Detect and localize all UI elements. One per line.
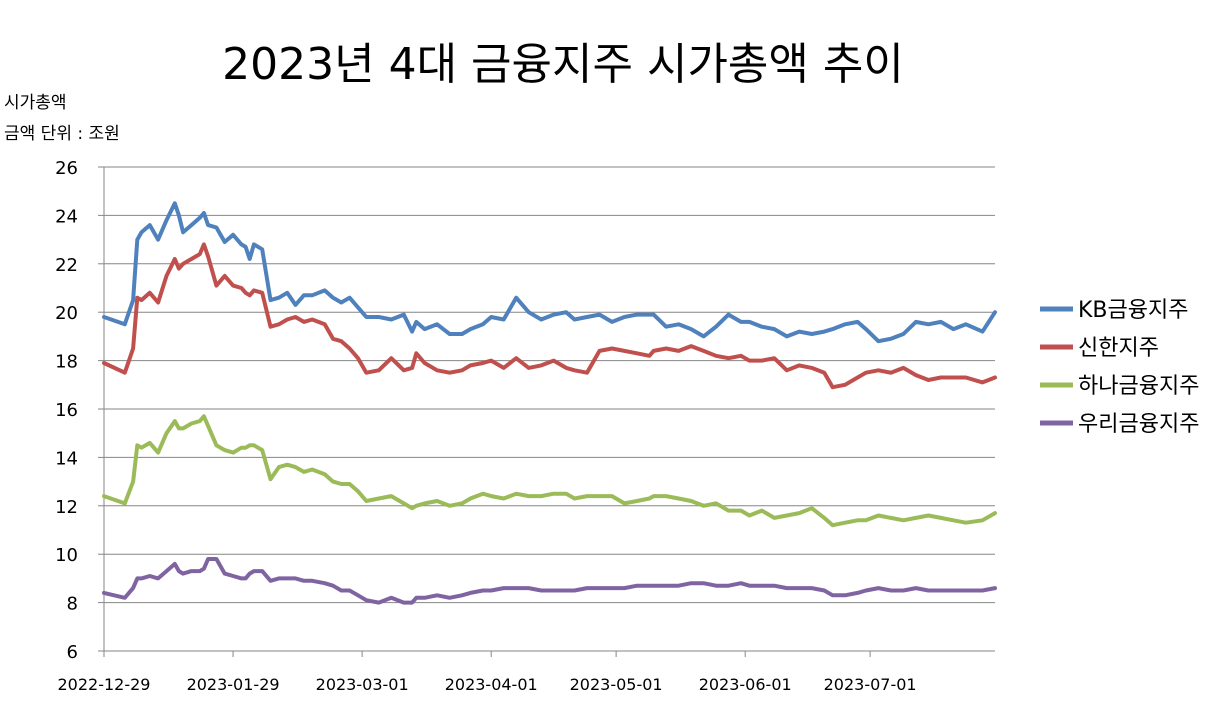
x-tick-label: 2023-06-01: [699, 675, 792, 694]
y-tick-label: 10: [55, 545, 78, 566]
series-line-1: [102, 201, 997, 344]
y-axis-unit-label: 금액 단위 : 조원: [4, 124, 120, 144]
y-tick-label: 26: [55, 158, 78, 179]
y-tick-label: 12: [55, 497, 78, 518]
x-tick-label: 2023-04-01: [445, 675, 538, 694]
x-tick-label: 2023-03-01: [316, 675, 409, 694]
chart-title: 2023년 4대 금융지주 시가총액 추이: [222, 39, 904, 90]
legend-label: KB금융지주: [1078, 298, 1188, 323]
y-tick-label: 8: [67, 594, 78, 615]
legend-label: 하나금융지주: [1078, 374, 1199, 399]
x-tick-label: 2023-05-01: [570, 675, 663, 694]
y-tick-label: 14: [55, 448, 78, 469]
series-line-2: [102, 242, 997, 390]
x-tick-label: 2023-07-01: [824, 675, 917, 694]
x-tick-label: 2023-01-29: [187, 675, 280, 694]
legend-label: 우리금융지주: [1078, 412, 1199, 437]
series-line-4: [102, 557, 997, 605]
y-tick-label: 18: [55, 352, 78, 373]
y-tick-label: 6: [67, 642, 78, 663]
y-tick-label: 22: [55, 255, 78, 276]
y-tick-label: 16: [55, 400, 78, 421]
y-axis-label: 시가총액: [4, 93, 67, 113]
y-tick-label: 24: [55, 206, 78, 227]
x-tick-label: 2022-12-29: [58, 675, 151, 694]
y-tick-label: 20: [55, 303, 78, 324]
legend-label: 신한지주: [1078, 336, 1159, 361]
series-line-3: [102, 414, 997, 528]
